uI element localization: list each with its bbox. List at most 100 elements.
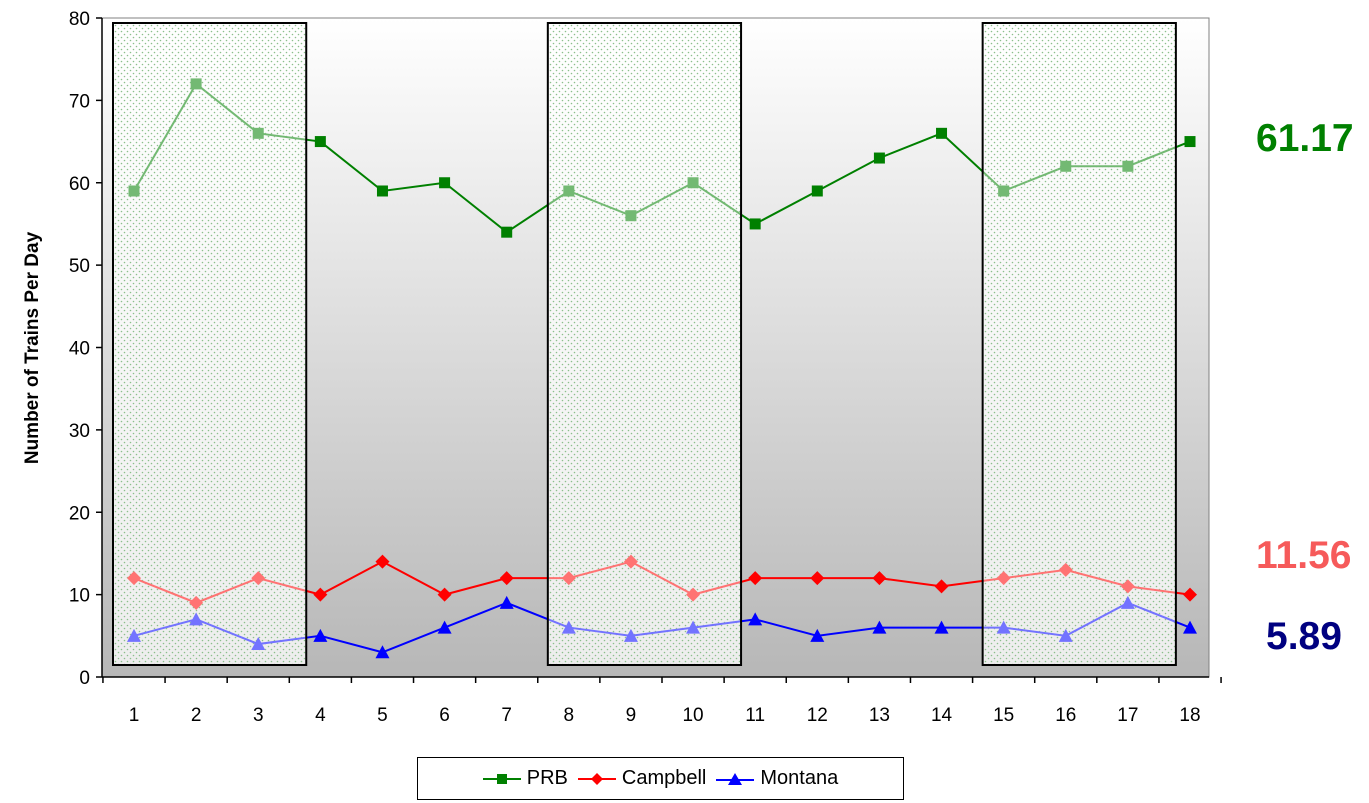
montana-data-point [437,620,452,634]
campbell-data-point [127,571,141,586]
shaded-range-overlay-2 [546,22,743,666]
legend-label-prb: PRB [526,767,568,789]
x-tick-label: 18 [1179,705,1200,726]
x-tick-label: 1 [129,705,140,726]
x-tick-label: 13 [869,705,890,726]
prb-data-point [252,127,264,139]
montana-data-point [996,620,1011,634]
x-tick-label: 12 [807,705,828,726]
prb-data-point [1060,160,1072,172]
prb-data-point [625,210,637,222]
prb-data-point [873,152,885,164]
legend-label-campbell: Campbell [621,767,707,789]
campbell-data-point [748,571,763,586]
montana-series-line [133,601,1191,654]
x-tick-label: 11 [745,705,765,726]
y-axis-title: Number of Trains Per Day [22,231,43,464]
shaded-range-2 [547,23,742,665]
montana-data-point [561,620,576,634]
y-tick-label: 70 [69,91,90,112]
x-tick-label: 2 [191,705,202,726]
prb-legend-square-marker-icon [482,773,521,784]
shaded-range-1 [113,23,307,665]
montana-data-point [686,620,701,634]
shaded-range-overlay-3 [981,22,1177,666]
y-tick-label: 0 [79,668,90,689]
campbell-data-point [934,579,949,594]
montana-data-point [375,645,390,659]
campbell-data-point [1183,587,1197,602]
y-tick-label: 20 [69,503,90,524]
prb-series-line [133,82,1191,234]
montana-data-point [1120,595,1135,609]
legend-item-prb: PRB [482,767,568,790]
y-tick-label: 30 [69,421,90,442]
montana-legend-triangle-marker-icon [716,772,755,785]
montana-data-point [623,628,638,642]
campbell-data-point [1120,579,1135,594]
y-tick-label: 80 [69,9,90,30]
montana-data-point [1183,620,1197,634]
prb-data-point [439,177,451,189]
prb-average-label: 61.17 [1256,117,1354,160]
prb-data-point [1184,136,1196,148]
x-tick-label: 16 [1055,705,1076,726]
shaded-range-3 [982,23,1176,665]
campbell-data-point [1058,562,1073,577]
campbell-data-point [499,571,514,586]
campbell-data-point [375,554,390,569]
montana-data-point [934,620,949,634]
prb-data-point [376,185,388,197]
prb-data-point [811,185,823,197]
montana-data-point [1058,628,1073,642]
x-tick-label: 15 [993,705,1014,726]
montana-data-point [872,620,887,634]
prb-data-point [314,136,326,148]
y-tick-label: 60 [69,174,90,195]
campbell-data-point [251,571,266,586]
prb-data-point [1122,160,1134,172]
legend: PRB Campbell Montana [417,757,904,800]
shaded-range-overlay-1 [112,22,308,666]
campbell-data-point [623,554,638,569]
x-tick-label: 7 [501,705,512,726]
campbell-data-point [686,587,701,602]
legend-label-montana: Montana [760,767,839,789]
campbell-average-label: 11.56 [1256,534,1352,577]
x-tick-label: 8 [564,705,575,726]
campbell-data-point [437,587,452,602]
campbell-data-point [313,587,328,602]
x-tick-label: 6 [439,705,450,726]
prb-data-point [563,185,575,197]
campbell-data-point [189,595,204,610]
prb-data-point [128,185,140,197]
x-tick-label: 4 [315,705,326,726]
montana-average-label: 5.89 [1266,615,1342,658]
x-tick-label: 9 [626,705,637,726]
campbell-data-point [810,571,825,586]
prb-data-point [687,177,699,189]
x-tick-label: 5 [377,705,388,726]
prb-data-point [936,127,948,139]
x-tick-label: 14 [931,705,953,726]
montana-data-point [499,595,514,609]
prb-data-point [190,78,202,90]
x-tick-label: 3 [253,705,264,726]
campbell-series-line [133,560,1191,604]
prb-data-point [998,185,1010,197]
legend-item-montana: Montana [716,767,838,790]
montana-data-point [251,637,266,651]
campbell-data-point [996,571,1011,586]
prb-data-point [749,218,761,230]
campbell-legend-diamond-marker-icon [577,772,616,785]
montana-data-point [748,612,763,626]
montana-data-point [189,612,204,626]
x-tick-label: 17 [1117,705,1138,726]
montana-data-point [313,628,328,642]
legend-item-campbell: Campbell [577,767,707,790]
campbell-data-point [561,571,576,586]
y-tick-label: 10 [69,586,90,607]
montana-data-point [810,628,825,642]
campbell-data-point [872,571,887,586]
